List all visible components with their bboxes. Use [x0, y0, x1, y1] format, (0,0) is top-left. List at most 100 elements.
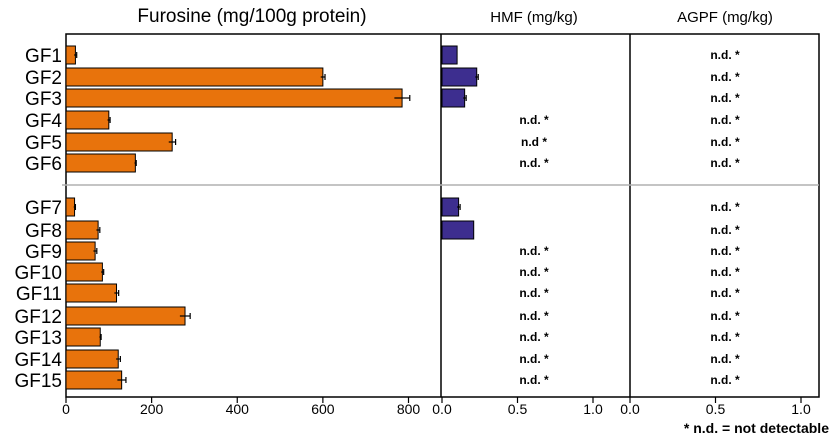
- nd-label: n.d. *: [710, 330, 740, 344]
- nd-label: n.d. *: [710, 156, 740, 170]
- bar: [65, 197, 76, 217]
- bar: [441, 67, 478, 87]
- row-label: GF5: [25, 133, 62, 154]
- bar: [441, 88, 466, 108]
- tick-label: 0.5: [508, 401, 528, 417]
- error-bar: [463, 95, 467, 101]
- nd-label: n.d. *: [519, 156, 549, 170]
- bar: [65, 132, 173, 152]
- nd-label: n.d. *: [710, 265, 740, 279]
- row-label: GF1: [25, 46, 62, 67]
- error-bar: [107, 117, 111, 123]
- error-bar: [96, 227, 101, 233]
- nd-label: n.d. *: [710, 244, 740, 258]
- tick-label: 800: [397, 401, 421, 417]
- error-bar: [99, 334, 102, 340]
- footnote: * n.d. = not detectable: [684, 420, 829, 436]
- nd-label: n.d. *: [710, 373, 740, 387]
- nd-label: n.d. *: [710, 48, 740, 62]
- bar: [65, 67, 324, 87]
- row-label: GF14: [14, 350, 62, 371]
- panel-title: AGPF (mg/kg): [677, 9, 773, 26]
- error-bar: [93, 248, 98, 254]
- nd-label: n.d. *: [710, 352, 740, 366]
- tick-label: 200: [140, 401, 164, 417]
- tick-label: 600: [311, 401, 335, 417]
- not-detectable-labels: n.d. * n.d * n.d. * n.d. * n.d. * n.d. * n.d. …: [519, 48, 740, 387]
- bar: [65, 241, 96, 261]
- nd-label: n.d. *: [519, 352, 549, 366]
- tick-label: 1.0: [583, 401, 603, 417]
- row-label: GF13: [14, 328, 62, 349]
- panel-title: HMF (mg/kg): [490, 9, 578, 26]
- nd-label: n.d. *: [519, 286, 549, 300]
- bar: [65, 110, 110, 130]
- row-label: GF2: [25, 68, 62, 89]
- nd-label: n.d. *: [710, 223, 740, 237]
- bars: [65, 45, 479, 390]
- tick-label: 1.0: [791, 401, 811, 417]
- error-bar: [116, 356, 121, 362]
- error-bar: [320, 74, 326, 80]
- nd-label: n.d. *: [519, 113, 549, 127]
- error-bar: [457, 204, 461, 210]
- row-label: GF6: [25, 154, 62, 175]
- row-label: GF9: [25, 242, 62, 263]
- bar: [65, 327, 101, 347]
- tick-label: 0.0: [620, 401, 640, 417]
- nd-label: n.d. *: [710, 286, 740, 300]
- row-label: GF10: [14, 263, 62, 284]
- nd-label: n.d *: [521, 135, 547, 149]
- panel-title: Furosine (mg/100g protein): [137, 6, 366, 27]
- error-bar: [168, 139, 177, 145]
- bar: [65, 262, 103, 282]
- nd-label: n.d. *: [710, 135, 740, 149]
- bar: [65, 283, 118, 303]
- nd-label: n.d. *: [519, 373, 549, 387]
- bar: [65, 306, 186, 326]
- row-label: GF4: [25, 111, 62, 132]
- error-bar: [101, 269, 105, 275]
- tick-label: 400: [226, 401, 250, 417]
- bar: [441, 220, 475, 240]
- row-label: GF8: [25, 221, 62, 242]
- bar: [441, 197, 460, 217]
- row-label: GF7: [25, 198, 62, 219]
- nd-label: n.d. *: [710, 113, 740, 127]
- error-bar: [475, 74, 479, 80]
- axis-ticks: 0 200 400 600 800 0.0 0.5 1.0 0.0 0.5 1.0: [62, 397, 811, 417]
- row-label: GF11: [16, 284, 62, 305]
- bar: [65, 88, 403, 108]
- nd-label: n.d. *: [519, 244, 549, 258]
- bar: [65, 349, 119, 369]
- error-bar: [394, 95, 411, 101]
- error-bar: [114, 290, 120, 296]
- panel-titles: Furosine (mg/100g protein) HMF (mg/kg) AGP…: [137, 6, 773, 27]
- bar: [441, 45, 458, 65]
- row-labels: GF1GF2GF3GF4GF5GF6GF7GF8GF9GF10GF11GF12G…: [14, 46, 62, 392]
- nd-label: n.d. *: [710, 70, 740, 84]
- row-label: GF12: [14, 307, 62, 328]
- bar: [65, 370, 123, 390]
- row-label: GF15: [14, 371, 62, 392]
- tick-label: 0.0: [432, 401, 452, 417]
- bar: [65, 153, 136, 173]
- nd-label: n.d. *: [710, 200, 740, 214]
- error-bar: [74, 52, 78, 58]
- tick-label: 0: [62, 401, 70, 417]
- error-bar: [117, 377, 127, 383]
- nd-label: n.d. *: [710, 309, 740, 323]
- nd-label: n.d. *: [519, 309, 549, 323]
- error-bar: [134, 160, 137, 166]
- bar: [65, 220, 99, 240]
- nd-label: n.d. *: [710, 91, 740, 105]
- tick-label: 0.5: [706, 401, 726, 417]
- bar: [65, 45, 76, 65]
- nd-label: n.d. *: [519, 330, 549, 344]
- row-label: GF3: [25, 89, 62, 110]
- nd-label: n.d. *: [519, 265, 549, 279]
- chart-frame: [62, 33, 820, 398]
- error-bar: [73, 204, 77, 210]
- error-bar: [179, 313, 191, 319]
